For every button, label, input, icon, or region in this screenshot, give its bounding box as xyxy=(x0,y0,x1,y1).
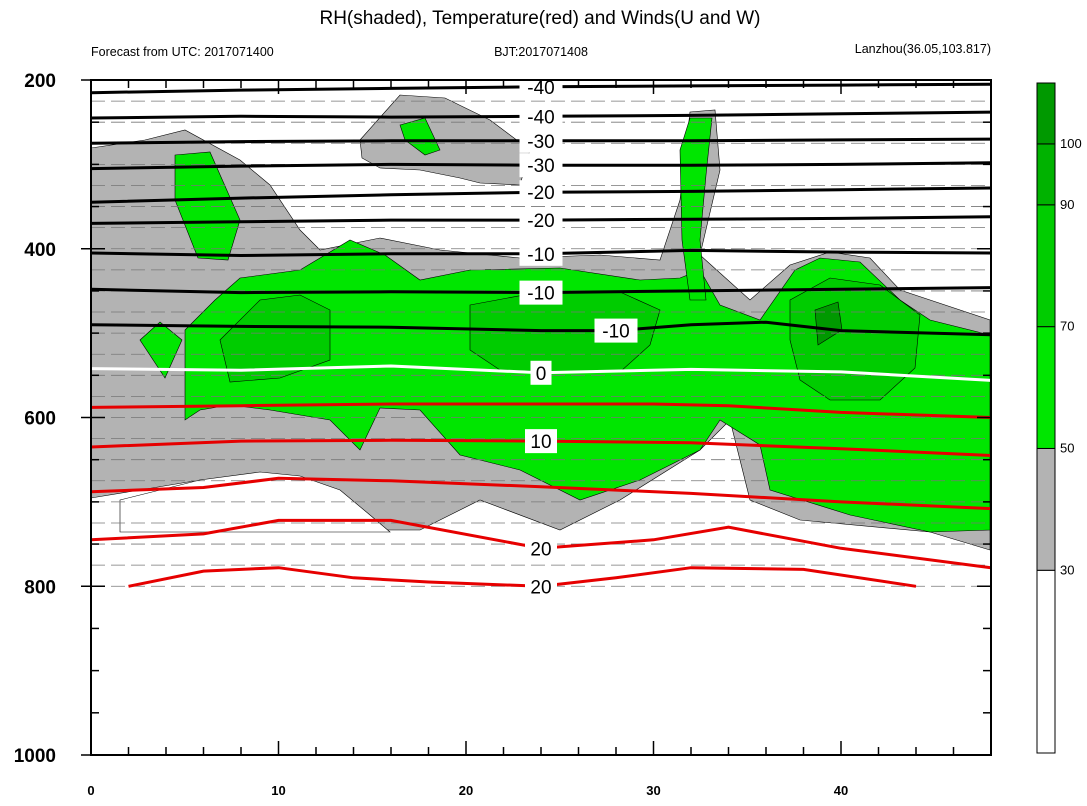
x-tick-label: 10 xyxy=(271,783,285,798)
temperature-contour-line xyxy=(128,566,917,588)
colorbar-swatch xyxy=(1036,143,1056,206)
x-tick-label: 0 xyxy=(87,783,94,798)
y-tick-label: 600 xyxy=(24,409,56,430)
rh-mid-green-left xyxy=(219,294,331,383)
rh-green-column xyxy=(679,117,713,301)
contour-label-box xyxy=(519,208,563,233)
contour-label: -20 xyxy=(527,183,554,204)
contour-label-box xyxy=(519,104,563,129)
subtitle-bjt: BJT:2017071408 xyxy=(494,45,588,59)
colorbar-swatch xyxy=(1036,447,1056,571)
rh-green-blob-left xyxy=(139,321,183,379)
contour-label-box xyxy=(530,360,552,385)
colorbar: 30 50 70 90 100 xyxy=(1036,82,1082,754)
contour-label: -10 xyxy=(602,322,629,343)
contour-label: -30 xyxy=(527,156,554,177)
contour-labels: -40 -40 -30 -30 -20 -20 -10 -10 -10 0 10 20 20 xyxy=(519,74,638,599)
contour-label: 0 xyxy=(536,364,547,385)
contour-label: 20 xyxy=(530,539,551,560)
subtitle-forecast: Forecast from UTC: 2017071400 xyxy=(91,45,274,59)
temperature-contour-line xyxy=(91,402,991,419)
contour-label-box xyxy=(525,536,557,561)
contour-label-box xyxy=(519,128,563,153)
colorbar-swatch xyxy=(1036,326,1056,449)
contour-label: -20 xyxy=(527,211,554,232)
colorbar-tick-label: 30 xyxy=(1060,562,1074,577)
x-tick-label: 30 xyxy=(646,783,660,798)
subtitle-location: Lanzhou(36.05,103.817) xyxy=(855,42,991,56)
contour-label-box xyxy=(519,280,563,305)
contour-label: -30 xyxy=(527,132,554,153)
colorbar-swatch xyxy=(1036,569,1056,754)
x-tick-label: 40 xyxy=(834,783,848,798)
contour-label-box xyxy=(519,241,563,266)
contour-label-box xyxy=(525,429,557,454)
temperature-contour-line xyxy=(91,476,991,511)
colorbar-tick-label: 100 xyxy=(1060,136,1082,151)
colorbar-swatch xyxy=(1036,82,1056,145)
contour-label: -10 xyxy=(527,245,554,266)
contour-label-box xyxy=(519,180,563,205)
y-tick-label: 1000 xyxy=(14,746,56,767)
colorbar-tick-label: 70 xyxy=(1060,319,1074,334)
contour-label: -40 xyxy=(527,78,554,99)
chart-title: RH(shaded), Temperature(red) and Winds(U… xyxy=(319,8,760,29)
contour-label-box xyxy=(519,153,563,178)
contour-label-box xyxy=(594,318,638,343)
x-tick-label: 20 xyxy=(459,783,473,798)
contour-label-box xyxy=(525,574,557,599)
y-tick-label: 800 xyxy=(24,577,56,598)
y-tick-label: 200 xyxy=(24,71,56,92)
y-tick-label: 400 xyxy=(24,240,56,261)
colorbar-tick-label: 50 xyxy=(1060,440,1074,455)
colorbar-swatch xyxy=(1036,204,1056,328)
contour-label: 20 xyxy=(530,577,551,598)
contour-label: -40 xyxy=(527,107,554,128)
contour-label: 10 xyxy=(530,432,551,453)
contour-label: -10 xyxy=(527,284,554,305)
colorbar-tick-label: 90 xyxy=(1060,197,1074,212)
rh-green-top xyxy=(399,117,441,156)
